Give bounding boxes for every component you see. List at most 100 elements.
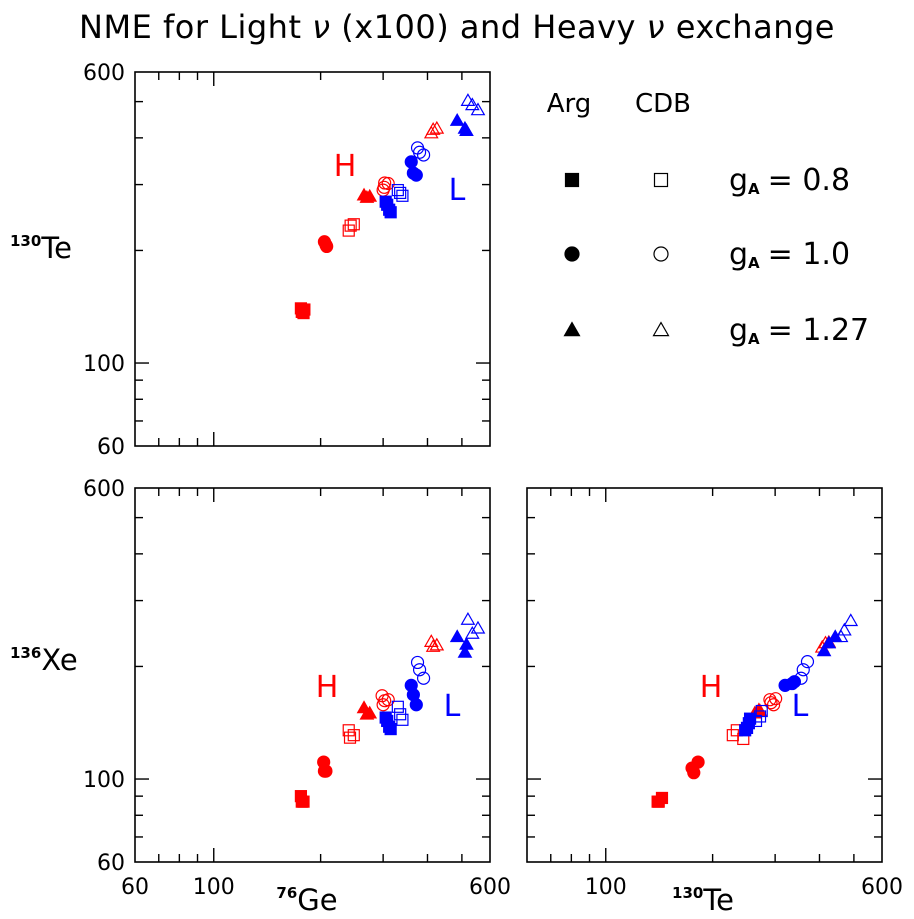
legend-label: gA = 0.8 — [729, 163, 850, 198]
x-tick-label: 100 — [585, 875, 627, 900]
data-point-l-triangle-filled — [449, 113, 465, 126]
data-point-h-circle-filled — [320, 239, 334, 254]
y-tick-label: 60 — [97, 851, 125, 876]
legend-marker-filled-circle — [564, 246, 580, 262]
data-point-l-square-open — [755, 704, 768, 718]
data-point-l-circle-open — [412, 145, 427, 159]
legend-row-circle: gA = 1.0 — [564, 237, 850, 272]
data-point-l-square-filled — [384, 206, 397, 219]
annotation-l: L — [449, 173, 466, 208]
data-point-l-triangle-open — [843, 613, 859, 627]
data-point-h-triangle-open — [423, 634, 439, 647]
legend-header-arg: Arg — [547, 89, 592, 119]
legend-ga-value: = 1.0 — [768, 237, 850, 272]
data-point-h-square-open — [343, 731, 357, 744]
annotation-h: H — [316, 670, 339, 705]
title-nu-light: ν — [312, 8, 331, 46]
data-point-h-square-filled — [297, 795, 310, 808]
data-point-l-square-open — [391, 700, 404, 713]
plot-frame — [134, 71, 491, 447]
data-point-l-triangle-filled — [459, 636, 474, 650]
annotation-l: L — [444, 689, 461, 724]
x-axis-label-superscript: 130 — [672, 884, 703, 902]
data-point-l-circle-filled — [409, 698, 423, 712]
data-point-h-circle-open — [763, 693, 777, 707]
data-point-l-triangle-filled — [459, 123, 474, 137]
data-point-l-circle-filled — [409, 168, 423, 182]
data-point-h-circle-filled — [319, 764, 333, 778]
legend-marker-filled-square — [564, 172, 580, 188]
data-point-h-square-filled — [298, 303, 311, 316]
title-part-2: (x100) and Heavy — [330, 8, 647, 46]
data-point-l-circle-open — [412, 663, 427, 677]
legend-ga-symbol: g — [729, 237, 748, 272]
y-tick-label: 600 — [83, 61, 125, 86]
data-point-l-triangle-filled — [457, 644, 473, 658]
data-point-l-square-filled — [384, 722, 397, 736]
data-point-h-triangle-open — [425, 122, 441, 135]
data-point-l-circle-open — [796, 663, 810, 677]
data-point-l-circle-open — [800, 655, 815, 669]
data-point-l-circle-open — [416, 671, 431, 685]
data-point-h-triangle-open — [429, 637, 445, 651]
data-point-h-circle-open — [381, 176, 395, 191]
title-nu-heavy: ν — [646, 8, 666, 46]
data-point-l-square-open — [396, 713, 409, 726]
plot-frame — [134, 487, 491, 863]
y-axis-label-superscript: 136 — [10, 644, 41, 662]
data-point-l-triangle-open — [460, 611, 476, 625]
y-axis-label-superscript: 130 — [10, 232, 41, 250]
y-tick-label: 60 — [97, 435, 125, 460]
legend-ga-subscript: A — [748, 254, 760, 272]
legend-marker-open-triangle — [652, 321, 670, 337]
data-point-h-square-open — [726, 729, 739, 742]
legend-label: gA = 1.0 — [729, 237, 850, 272]
legend-row-square: gA = 0.8 — [564, 163, 850, 198]
legend: Arg CDB gA = 0.8gA = 1.0gA = 1.27 — [547, 89, 869, 348]
data-point-h-circle-filled — [691, 755, 705, 769]
data-point-l-circle-filled — [787, 675, 802, 689]
x-axis-label: 130Te — [672, 883, 734, 917]
data-point-h-circle-open — [375, 689, 389, 703]
chart-title: NME for Light ν (x100) and Heavy ν excha… — [0, 8, 914, 46]
data-point-l-circle-open — [794, 671, 808, 685]
legend-ga-value: = 1.27 — [768, 313, 869, 348]
y-axis-label-text: Xe — [41, 643, 77, 677]
x-tick-label: 600 — [469, 875, 511, 900]
legend-ga-symbol: g — [729, 313, 748, 348]
y-axis-label: 130Te — [10, 231, 72, 265]
y-tick-label: 600 — [83, 477, 125, 502]
y-axis-label: 136Xe — [10, 643, 78, 677]
legend-marker-filled-triangle — [563, 321, 581, 337]
x-axis-label: 76Ge — [276, 883, 337, 917]
legend-header-cdb: CDB — [635, 89, 691, 119]
data-point-l-triangle-open — [470, 620, 486, 634]
title-part-1: NME for Light — [79, 8, 313, 46]
data-point-l-circle-filled — [404, 155, 418, 169]
title-part-3: exchange — [665, 8, 835, 46]
data-point-l-triangle-open — [833, 629, 849, 643]
data-point-l-triangle-filled — [821, 635, 837, 649]
plot-frame — [526, 487, 883, 863]
annotation-l: L — [792, 689, 809, 724]
legend-row-triangle: gA = 1.27 — [563, 313, 869, 348]
data-point-h-square-open — [347, 218, 360, 231]
data-point-l-triangle-open — [836, 622, 852, 636]
data-point-l-triangle-filled — [816, 643, 832, 657]
data-point-h-triangle-open — [429, 120, 445, 134]
data-point-l-square-open — [396, 189, 409, 202]
x-tick-label: 100 — [193, 875, 235, 900]
legend-label: gA = 1.27 — [729, 313, 869, 348]
x-tick-label: 600 — [861, 875, 903, 900]
legend-marker-open-square — [653, 172, 669, 188]
annotation-h: H — [334, 149, 357, 184]
data-point-h-triangle-filled — [362, 705, 378, 719]
data-point-l-circle-open — [416, 148, 431, 162]
data-point-l-triangle-open — [464, 97, 480, 111]
x-axis-label-superscript: 76 — [276, 884, 297, 902]
data-point-l-triangle-filled — [449, 629, 465, 643]
data-point-h-square-open — [344, 219, 357, 232]
data-point-h-triangle-open — [425, 639, 441, 652]
y-tick-label: 100 — [83, 352, 125, 377]
